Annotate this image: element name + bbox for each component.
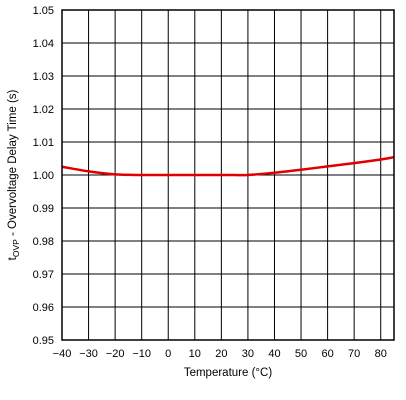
y-tick-label: 0.97 <box>33 269 54 281</box>
y-tick-labels: 0.95 0.96 0.97 0.98 0.99 1.00 1.01 1.02 1.03 1.04… <box>33 5 54 347</box>
y-tick-label: 1.01 <box>33 137 54 149</box>
y-axis-title: tOVP - Overvoltage Delay Time (s) <box>7 89 21 260</box>
y-tick-label: 1.04 <box>33 38 54 50</box>
y-tick-label: 1.02 <box>33 104 54 116</box>
x-tick-label: −30 <box>79 348 98 360</box>
plot-frame <box>61 9 395 341</box>
x-tick-label: −40 <box>53 348 72 360</box>
x-tick-label: 40 <box>268 348 280 360</box>
y-axis-title-prefix: t <box>7 256 19 260</box>
y-axis-title-rest: - Overvoltage Delay Time (s) <box>7 89 19 239</box>
x-tick-label: 50 <box>295 348 307 360</box>
x-tick-labels: −40 −30 −20 −10 0 10 20 30 40 50 60 70 80 <box>53 348 387 360</box>
y-tick-label: 1.03 <box>33 71 54 83</box>
y-tick-label: 1.00 <box>33 170 54 182</box>
series-line <box>61 155 395 177</box>
y-tick-label: 0.99 <box>33 203 54 215</box>
x-tick-label: −10 <box>132 348 151 360</box>
y-tick-label: 0.96 <box>33 302 54 314</box>
x-tick-label: 30 <box>242 348 254 360</box>
x-tick-label: 10 <box>189 348 201 360</box>
y-tick-label: 0.98 <box>33 236 54 248</box>
x-tick-label: 60 <box>321 348 333 360</box>
y-tick-label: 1.05 <box>33 5 54 17</box>
y-tick-label: 0.95 <box>33 335 54 347</box>
x-tick-label: 80 <box>375 348 387 360</box>
y-axis-title-subscript: OVP <box>11 239 21 257</box>
x-tick-label: 70 <box>348 348 360 360</box>
x-axis-title: Temperature (°C) <box>184 367 272 379</box>
x-tick-label: 20 <box>215 348 227 360</box>
x-tick-label: −20 <box>106 348 125 360</box>
series-layer <box>61 155 395 177</box>
x-tick-label: 0 <box>165 348 171 360</box>
